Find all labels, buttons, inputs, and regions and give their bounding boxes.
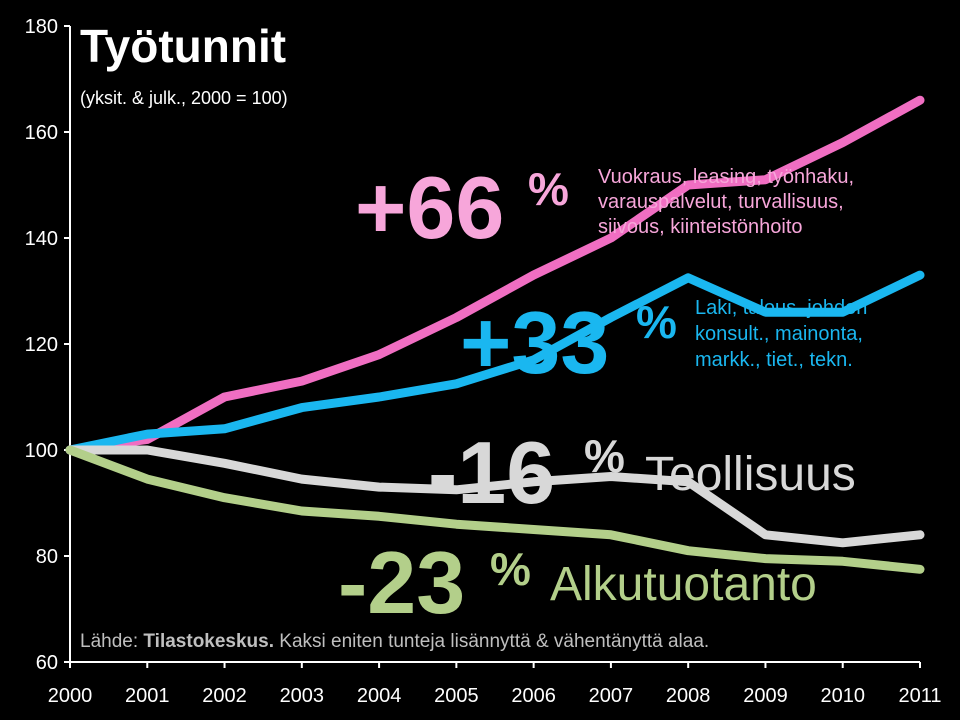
series-3-point [300,509,303,512]
series-1-point [146,433,149,436]
chart-subtitle: (yksit. & julk., 2000 = 100) [80,88,288,108]
pink-description-line-3: siivous, kiinteistönhoito [598,216,803,238]
series-lines [65,95,925,574]
green-change-label: -23 [338,533,465,632]
series-2-point [455,488,458,491]
series-line-1 [65,270,925,455]
series-0-point [223,396,226,398]
blue-description-line-2: konsult., mainonta, [695,323,863,345]
series-3-point [455,523,458,526]
series-0-point [919,99,921,102]
series-3-point [69,449,71,451]
x-tick-label: 2009 [743,685,788,707]
series-2-point [378,486,381,489]
blue-description-line-3: markk., tiet., tekn. [695,349,853,371]
series-2-point [223,462,226,465]
green-series-name: Alkutuotanto [550,558,817,611]
series-2-point [841,541,844,544]
x-tick-label: 2007 [589,685,634,707]
x-tick-label: 2008 [666,685,711,707]
green-percent-sign: % [490,543,531,595]
series-1-point [687,276,690,279]
series-2-point [300,478,303,481]
y-tick-label: 80 [36,546,58,568]
series-3-point [146,478,149,481]
series-2-point [532,480,535,483]
series-3-point [919,568,921,571]
series-2-point [146,449,149,451]
x-tick-label: 2004 [357,685,402,707]
y-tick-label: 160 [25,122,58,144]
series-1-point [609,316,612,319]
series-1-point [223,427,226,430]
series-3-point [609,533,612,536]
series-1-point [764,311,767,314]
grey-series-name: Teollisuus [645,448,856,501]
series-0-point [841,141,844,144]
series-3-point [841,560,844,563]
series-1-point [919,274,921,277]
blue-percent-sign: % [636,296,677,348]
grey-percent-sign: % [584,430,625,482]
x-tick-label: 2000 [48,685,93,707]
series-3-point [764,557,767,560]
y-tick-label: 60 [36,652,58,674]
series-0-point [609,237,612,239]
x-tick-label: 2010 [820,685,865,707]
blue-description-line-1: Laki, talous, johdon [695,297,867,319]
x-tick-label: 2002 [202,685,247,707]
series-0-point [687,184,690,186]
y-tick-label: 140 [25,228,58,250]
source-prefix: Lähde: [80,631,143,652]
source-text: Kaksi eniten tunteja lisännyttä & vähent… [274,631,709,652]
series-3-point [532,528,535,531]
y-tick-label: 120 [25,334,58,356]
series-line-3 [65,445,925,574]
series-1-point [841,311,844,314]
axes: 60 80 100 120 140 160 180 2000 2001 2002 2003 2004 2… [25,16,942,707]
source-name: Tilastokeskus. [143,631,274,652]
series-3-point [223,496,226,499]
grey-change-label: -16 [428,423,555,522]
y-tick-label: 100 [25,440,58,462]
series-1-point [455,382,458,385]
x-tick-label: 2006 [511,685,556,707]
series-1-point [300,406,303,409]
source-note: Lähde: Tilastokeskus. Kaksi eniten tunte… [80,631,709,652]
pink-percent-sign: % [528,163,569,215]
series-0-point [532,274,535,277]
series-2-point [764,533,767,536]
chart-title: Työtunnit [80,20,286,72]
blue-change-label: +33 [460,293,609,392]
series-0-point [378,353,381,356]
series-2-point [919,533,921,536]
series-1-point [532,358,535,361]
series-0-point [300,380,303,383]
x-tick-label: 2001 [125,685,170,707]
series-1-point [378,396,381,398]
series-0-point [455,316,458,319]
x-tick-label: 2011 [898,685,941,707]
pink-description-line-1: Vuokraus, leasing, työnhaku, [598,166,854,188]
pink-description-line-2: varauspalvelut, turvallisuus, [598,191,844,213]
series-0-point [764,178,767,181]
series-line-2 [65,445,925,548]
x-tick-label: 2003 [280,685,325,707]
series-2-point [687,480,690,483]
series-line-0 [65,95,925,455]
y-tick-label: 180 [25,16,58,38]
series-2-point [609,475,612,478]
series-3-point [378,515,381,518]
series-0-point [146,438,149,441]
pink-change-label: +66 [355,158,504,257]
series-3-point [687,549,690,552]
x-tick-label: 2005 [434,685,479,707]
